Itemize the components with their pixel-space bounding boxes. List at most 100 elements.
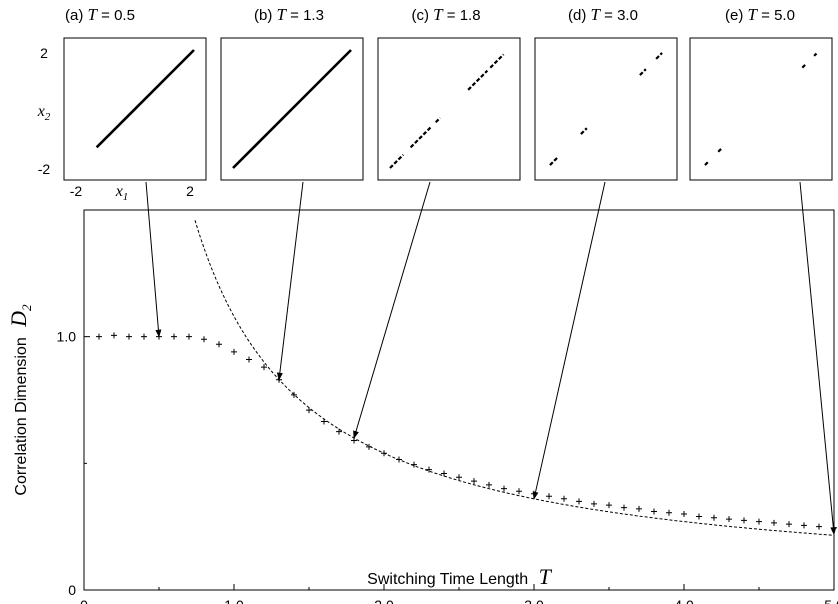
y-tick-label: 0 <box>68 582 76 598</box>
data-point <box>141 333 147 340</box>
data-point <box>711 514 717 521</box>
inset-a-title: (a) T = 0.5 <box>65 5 135 24</box>
inset-a-ylabel: x2 <box>37 103 51 123</box>
data-point <box>366 443 372 450</box>
inset-e-segment <box>704 160 710 166</box>
x-tick-label: 2.0 <box>374 597 394 604</box>
data-point <box>816 523 822 530</box>
inset-c-segment <box>389 153 405 169</box>
main-xlabel: Switching Time Length T <box>367 564 552 589</box>
inset-e-frame <box>689 37 833 181</box>
data-point <box>246 356 252 363</box>
svg-text:Correlation Dimension D2: Correlation Dimension D2 <box>6 304 34 496</box>
main-plot: 0 1.0 2.0 3.0 4.0 5.0 0 1.0 Switching Time Leng… <box>6 209 838 604</box>
data-point <box>666 509 672 516</box>
data-point <box>486 481 492 488</box>
inset-panels: (a) T = 0.5 2 -2 x2 -2 2 x1 (b) T = 1.3 … <box>37 5 833 203</box>
inset-c-segment <box>489 53 505 69</box>
inset-b-segment <box>232 49 352 169</box>
data-point <box>741 517 747 524</box>
data-point <box>321 418 327 425</box>
inset-c-segment <box>467 69 489 91</box>
data-point <box>501 485 507 492</box>
data-point <box>411 461 417 468</box>
data-point <box>351 437 357 444</box>
main-plot-frame <box>83 209 835 591</box>
data-point <box>591 500 597 507</box>
data-point <box>561 495 567 502</box>
inset-d-segment <box>549 156 559 166</box>
inset-c-frame <box>377 37 521 181</box>
main-ylabel: Correlation Dimension D2 <box>6 304 34 496</box>
inset-d-title: (d) T = 3.0 <box>568 5 638 24</box>
data-point <box>726 516 732 523</box>
inset-e-attractor <box>704 52 818 166</box>
data-point <box>96 333 102 340</box>
data-point <box>471 478 477 485</box>
x-tick-label: 1.0 <box>224 597 244 604</box>
inset-panel-b: (b) T = 1.3 <box>220 5 364 181</box>
inset-a-xlabel: x1 <box>115 183 129 203</box>
inset-panel-a: (a) T = 0.5 2 -2 x2 -2 2 x1 <box>37 5 207 203</box>
inset-d-attractor <box>549 52 663 166</box>
inset-panel-c: (c) T = 1.8 <box>377 5 521 181</box>
inset-e-segment <box>813 52 818 57</box>
data-point <box>186 333 192 340</box>
data-point <box>306 407 312 414</box>
inset-d-segment <box>580 127 588 135</box>
data-point <box>756 518 762 525</box>
inset-e-segment <box>717 148 722 153</box>
data-point <box>516 488 522 495</box>
inset-d-segment <box>655 52 663 60</box>
data-point <box>576 498 582 505</box>
inset-b-title: (b) T = 1.3 <box>254 5 324 24</box>
data-point <box>786 521 792 528</box>
fit-curve <box>194 220 835 536</box>
data-point <box>201 336 207 343</box>
inset-c-segment <box>434 117 441 124</box>
inset-a-xtick-left: -2 <box>70 183 83 199</box>
data-point <box>336 428 342 435</box>
data-point <box>621 504 627 511</box>
callout-arrow-d <box>532 181 606 500</box>
x-tick-label: 5.0 <box>824 597 838 604</box>
inset-c-segment <box>409 125 433 149</box>
data-points <box>96 332 837 531</box>
callout-arrow-c <box>353 181 431 439</box>
data-point <box>111 332 117 339</box>
inset-panel-e: (e) T = 5.0 <box>689 5 833 181</box>
inset-panel-d: (d) T = 3.0 <box>534 5 678 181</box>
data-point <box>651 508 657 515</box>
data-point <box>441 470 447 477</box>
data-point <box>231 348 237 355</box>
inset-e-segment <box>801 63 807 69</box>
data-point <box>771 519 777 526</box>
callout-arrow-e <box>799 181 837 536</box>
inset-c-attractor <box>389 53 505 169</box>
callout-arrow-b <box>276 181 304 381</box>
callout-arrow-a <box>145 181 162 338</box>
data-point <box>126 333 132 340</box>
data-point <box>801 522 807 529</box>
data-point <box>216 341 222 348</box>
data-point <box>381 450 387 457</box>
data-point <box>261 364 267 371</box>
data-point <box>546 493 552 500</box>
inset-e-title: (e) T = 5.0 <box>725 5 795 24</box>
inset-a-segment <box>95 49 195 149</box>
inset-b-attractor <box>232 49 352 169</box>
data-point <box>636 505 642 512</box>
inset-b-frame <box>220 37 364 181</box>
inset-d-frame <box>534 37 678 181</box>
data-point <box>696 513 702 520</box>
data-point <box>456 474 462 481</box>
callout-arrows <box>145 181 837 536</box>
inset-a-ytick-bottom: -2 <box>38 161 51 177</box>
data-point <box>426 466 432 473</box>
data-point <box>291 391 297 398</box>
inset-c-title: (c) T = 1.8 <box>411 5 480 24</box>
inset-a-xtick-right: 2 <box>186 183 194 199</box>
data-point <box>396 456 402 463</box>
inset-d-segment <box>639 68 647 76</box>
